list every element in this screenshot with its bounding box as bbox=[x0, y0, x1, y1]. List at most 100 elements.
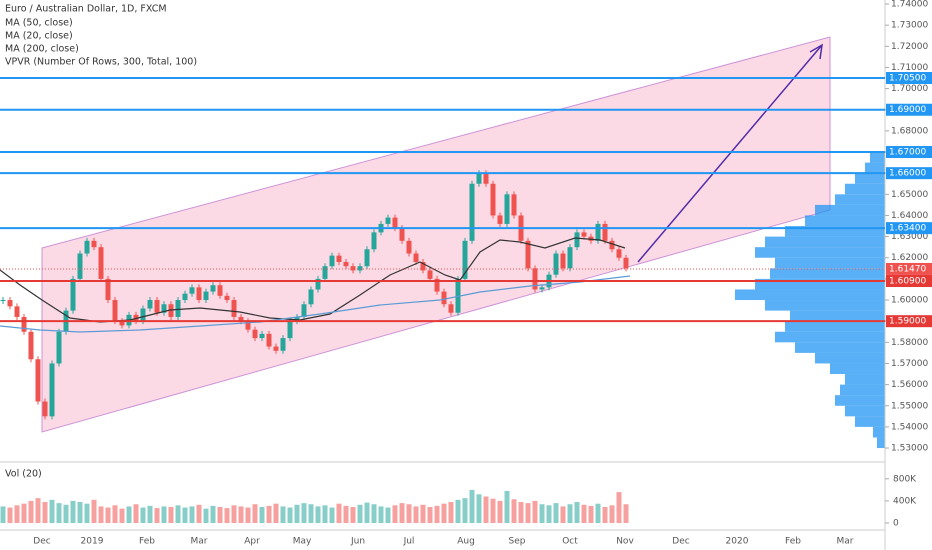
level-label: 1.60900 bbox=[889, 277, 926, 287]
candle bbox=[560, 253, 566, 269]
y-tick-label: 1.68000 bbox=[891, 126, 928, 136]
y-tick-label: 1.55000 bbox=[891, 401, 928, 411]
candle bbox=[609, 240, 615, 250]
volume-bar bbox=[308, 504, 314, 523]
profile-bar bbox=[790, 310, 885, 322]
candle bbox=[280, 338, 286, 351]
profile-bar bbox=[775, 331, 885, 343]
candle bbox=[308, 289, 314, 305]
volume-bar bbox=[217, 506, 223, 523]
profile-bar bbox=[815, 352, 885, 364]
candle bbox=[322, 266, 328, 279]
volume-bar bbox=[7, 507, 13, 523]
profile-bar bbox=[765, 236, 885, 248]
profile-bar bbox=[870, 152, 885, 163]
x-tick-label: Nov bbox=[616, 537, 634, 547]
volume-bar bbox=[182, 507, 188, 523]
x-tick-label: Feb bbox=[785, 537, 801, 547]
candle bbox=[175, 300, 181, 317]
x-tick-label: Mar bbox=[837, 537, 854, 547]
volume-bar bbox=[455, 499, 461, 523]
volume-bar bbox=[420, 504, 426, 523]
volume-bar bbox=[35, 498, 41, 523]
volume-bar bbox=[483, 496, 489, 523]
volume-bar bbox=[49, 499, 55, 523]
candle bbox=[259, 333, 265, 339]
volume-bar bbox=[238, 506, 244, 523]
volume-bar bbox=[42, 502, 48, 523]
candle bbox=[490, 183, 496, 216]
candle bbox=[595, 223, 601, 241]
candle bbox=[252, 329, 258, 339]
profile-bar bbox=[835, 194, 885, 205]
y-tick-label: 1.73000 bbox=[891, 21, 928, 31]
level-label: 1.67000 bbox=[889, 148, 926, 158]
y-tick-label: 1.56000 bbox=[891, 380, 928, 390]
profile-bar bbox=[815, 204, 885, 216]
candle bbox=[147, 300, 153, 309]
candle bbox=[336, 255, 342, 262]
volume-bar bbox=[63, 504, 69, 523]
volume-bar bbox=[336, 503, 342, 523]
candle bbox=[301, 304, 307, 317]
candle bbox=[371, 232, 377, 250]
volume-bar bbox=[343, 505, 349, 523]
volume-bar bbox=[511, 499, 517, 523]
profile-bar bbox=[735, 289, 885, 301]
candle bbox=[140, 308, 146, 322]
y-tick-label: 1.57000 bbox=[891, 359, 928, 369]
x-tick-label: Aug bbox=[457, 537, 475, 547]
volume-bar bbox=[546, 505, 552, 523]
candle bbox=[70, 278, 76, 311]
candle bbox=[462, 240, 468, 279]
profile-bar bbox=[785, 226, 885, 237]
profile-bar bbox=[770, 268, 885, 279]
candle bbox=[119, 321, 125, 326]
candle bbox=[217, 285, 223, 296]
volume-bar bbox=[623, 504, 629, 523]
x-tick-label: Oct bbox=[562, 537, 578, 547]
volume-bar bbox=[0, 506, 6, 523]
profile-bar bbox=[795, 342, 885, 353]
profile-bar bbox=[840, 384, 885, 396]
volume-bar bbox=[364, 502, 370, 523]
x-tick-label: May bbox=[293, 537, 312, 547]
volume-bar bbox=[595, 503, 601, 523]
volume-bar bbox=[469, 489, 475, 523]
volume-bar bbox=[434, 505, 440, 523]
candle bbox=[574, 232, 580, 248]
profile-bar bbox=[755, 247, 885, 258]
arrow bbox=[637, 44, 823, 263]
candle bbox=[294, 316, 300, 322]
level-label: 1.69000 bbox=[889, 105, 926, 115]
profile-bar bbox=[855, 416, 885, 427]
candle bbox=[434, 278, 440, 292]
profile-bar bbox=[755, 278, 885, 290]
volume-bar bbox=[168, 506, 174, 523]
plot bbox=[0, 152, 885, 523]
level-label-bg bbox=[886, 222, 932, 235]
profile-bar bbox=[855, 173, 885, 184]
candle bbox=[189, 287, 195, 294]
candle bbox=[161, 304, 167, 313]
profile-bar bbox=[845, 183, 885, 195]
candle bbox=[399, 228, 405, 241]
x-tick-label: Apr bbox=[244, 537, 260, 547]
candle bbox=[91, 240, 97, 248]
candle bbox=[392, 217, 398, 229]
volume-tick-label: 0 bbox=[893, 519, 899, 529]
y-tick-label: 1.64000 bbox=[891, 211, 928, 221]
volume-bar bbox=[448, 502, 454, 523]
x-tick-label: Jun bbox=[350, 537, 365, 547]
candle bbox=[0, 300, 6, 302]
volume-bar bbox=[588, 505, 594, 523]
y-tick-label: 1.53000 bbox=[891, 444, 928, 454]
candle bbox=[350, 266, 356, 271]
x-tick-label: Dec bbox=[33, 537, 50, 547]
volume-bar bbox=[581, 504, 587, 523]
volume-bar bbox=[161, 506, 167, 523]
candle bbox=[497, 215, 503, 224]
profile-bar bbox=[765, 300, 885, 311]
level-label-bg bbox=[886, 167, 932, 180]
